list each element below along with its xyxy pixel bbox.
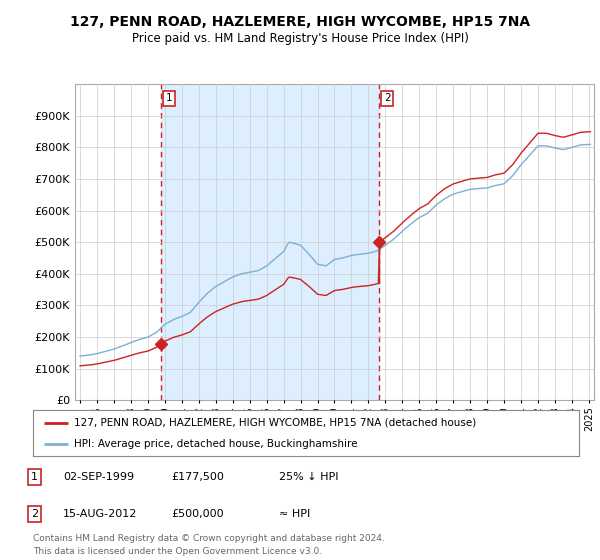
Text: 15-AUG-2012: 15-AUG-2012 (63, 509, 137, 519)
Text: 1: 1 (166, 94, 172, 104)
Text: £177,500: £177,500 (171, 472, 224, 482)
Text: 2: 2 (31, 509, 38, 519)
Text: £500,000: £500,000 (171, 509, 224, 519)
Text: 127, PENN ROAD, HAZLEMERE, HIGH WYCOMBE, HP15 7NA: 127, PENN ROAD, HAZLEMERE, HIGH WYCOMBE,… (70, 15, 530, 29)
Text: 02-SEP-1999: 02-SEP-1999 (63, 472, 134, 482)
Text: 127, PENN ROAD, HAZLEMERE, HIGH WYCOMBE, HP15 7NA (detached house): 127, PENN ROAD, HAZLEMERE, HIGH WYCOMBE,… (74, 418, 476, 428)
Text: Price paid vs. HM Land Registry's House Price Index (HPI): Price paid vs. HM Land Registry's House … (131, 32, 469, 45)
Text: ≈ HPI: ≈ HPI (279, 509, 310, 519)
Text: HPI: Average price, detached house, Buckinghamshire: HPI: Average price, detached house, Buck… (74, 439, 358, 449)
Text: 2: 2 (384, 94, 391, 104)
Text: 1: 1 (31, 472, 38, 482)
Bar (161, 84, 379, 400)
Text: Contains HM Land Registry data © Crown copyright and database right 2024.
This d: Contains HM Land Registry data © Crown c… (33, 534, 385, 556)
Text: 25% ↓ HPI: 25% ↓ HPI (279, 472, 338, 482)
